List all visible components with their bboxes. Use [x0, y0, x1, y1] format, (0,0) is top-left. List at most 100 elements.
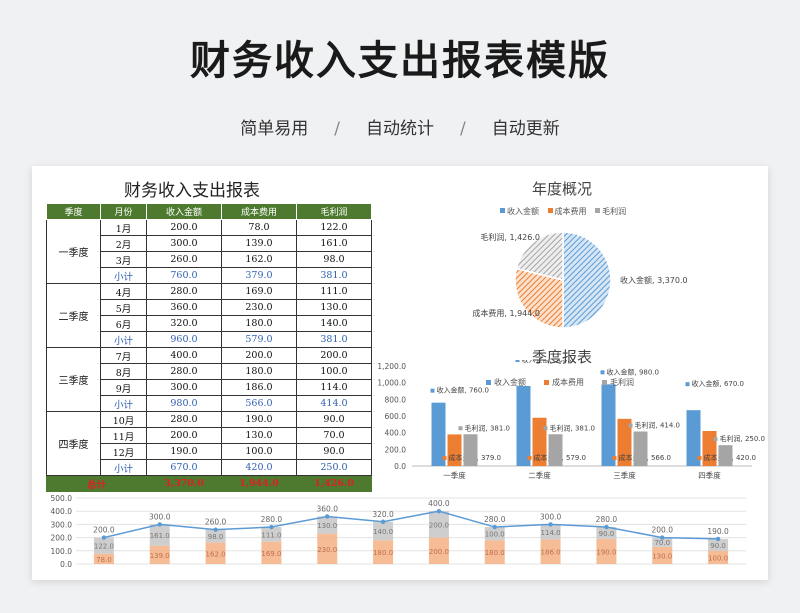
income-point — [325, 514, 330, 519]
value-cell: 180.0 — [221, 315, 297, 332]
stacked-bar-profit — [205, 529, 226, 543]
stacked-bar-cost — [261, 541, 282, 564]
bar-data-label: 收入金额, 760.0 — [437, 386, 490, 395]
value-cell: 280.0 — [146, 283, 222, 300]
data-label-marker — [685, 382, 690, 387]
value-cell: 260.0 — [146, 251, 222, 268]
value-cell: 320.0 — [146, 315, 222, 332]
month-cell: 6月 — [100, 315, 147, 332]
value-cell: 98.0 — [296, 251, 372, 268]
line-data-label: 300.0 — [540, 512, 562, 521]
total-value: 1,426.0 — [296, 475, 372, 492]
value-cell: 90.0 — [296, 411, 372, 428]
stacked-bar-profit — [373, 521, 394, 541]
bar-data-label: 90.0 — [599, 530, 615, 538]
stacked-bar-profit — [596, 527, 617, 539]
income-point — [157, 522, 162, 527]
y-tick-label: 400.0 — [51, 507, 73, 516]
bar-data-label: 毛利润, 381.0 — [465, 423, 511, 432]
value-cell: 70.0 — [296, 427, 372, 444]
value-cell: 78.0 — [221, 219, 297, 236]
y-tick-label: 600.0 — [385, 412, 407, 421]
subtitle-separator: / — [460, 119, 466, 139]
bar — [463, 434, 478, 466]
quarterly-bar-chart: 1,200.0 1,000.0 800.0 600.0 400.0 200.0 0.0 一季度… — [377, 360, 765, 480]
y-tick-label: 200.0 — [385, 445, 407, 454]
pie-slice — [515, 231, 564, 281]
header-cost: 成本费用 — [221, 203, 297, 220]
bar-data-label: 130.0 — [652, 552, 672, 560]
income-point — [213, 527, 218, 532]
month-cell: 1月 — [100, 219, 147, 236]
legend-label: 收入金额 — [507, 207, 539, 216]
value-cell: 130.0 — [296, 299, 372, 316]
subtotal-value: 381.0 — [296, 267, 372, 284]
quarter-cell: 一季度 — [46, 219, 101, 284]
table-row: 3月 260.0 162.0 98.0 — [47, 251, 372, 268]
bar-data-label: 78.0 — [96, 556, 112, 564]
income-point — [436, 509, 442, 514]
bar-data-label: 收入金额, 960.0 — [522, 360, 575, 364]
line-data-label: 190.0 — [707, 527, 729, 536]
table-row: 二季度 4月 280.0 169.0 111.0 — [46, 283, 372, 348]
bar — [548, 434, 563, 466]
pie-slice — [562, 231, 612, 329]
income-point — [101, 535, 107, 540]
income-point — [492, 524, 497, 530]
y-tick-label: 1,000.0 — [377, 379, 406, 388]
stacked-bar-profit — [149, 524, 170, 546]
subtitle-item-3: 自动更新 — [491, 119, 560, 139]
legend-swatch-income — [500, 208, 505, 213]
value-cell: 140.0 — [296, 315, 372, 332]
bar-data-label: 130.0 — [317, 522, 337, 530]
y-tick-label: 0.0 — [60, 560, 72, 569]
data-label-marker — [515, 360, 520, 362]
quarter-cell: 四季度 — [46, 411, 101, 476]
value-cell: 300.0 — [146, 235, 222, 252]
value-cell: 180.0 — [221, 363, 297, 380]
bar-data-label: 190.0 — [596, 548, 616, 556]
data-label-marker — [612, 456, 617, 460]
page-title: 财务收入支出报表模版 — [190, 38, 610, 84]
legend-label: 收入金额 — [494, 377, 526, 387]
subtotal-value: 420.0 — [221, 459, 297, 476]
value-cell: 139.0 — [221, 235, 297, 252]
pie-chart-title: 年度概况 — [531, 180, 592, 198]
bar-data-label: 186.0 — [541, 549, 561, 557]
stacked-bar-profit — [540, 524, 561, 540]
bar-data-label: 180.0 — [485, 549, 505, 557]
pie-legend: 收入金额 成本费用 毛利润 — [494, 206, 626, 217]
bar-data-label: 100.0 — [485, 531, 505, 539]
month-cell: 5月 — [100, 299, 147, 316]
subtotal-value: 379.0 — [221, 267, 297, 284]
header-quarter: 季度 — [46, 203, 101, 220]
pie-slice — [514, 267, 564, 329]
stacked-bar-profit — [652, 537, 673, 547]
month-cell: 2月 — [100, 235, 147, 252]
subtotal-value: 760.0 — [146, 267, 222, 284]
x-tick-label: 一季度 — [443, 470, 466, 480]
table-row: 6月 320.0 180.0 140.0 — [47, 315, 372, 332]
total-label: 总计 — [46, 475, 147, 492]
value-cell: 111.0 — [296, 283, 372, 300]
line-data-label: 320.0 — [372, 510, 394, 519]
value-cell: 122.0 — [296, 219, 372, 236]
stacked-bar-cost — [708, 550, 729, 564]
value-cell: 100.0 — [296, 363, 372, 380]
value-cell: 300.0 — [146, 379, 222, 396]
subtotal-value: 670.0 — [146, 459, 222, 476]
income-point — [269, 524, 274, 530]
bar — [718, 445, 733, 466]
subtotal-value: 381.0 — [296, 331, 372, 348]
value-cell: 200.0 — [296, 347, 372, 364]
subtotal-value: 579.0 — [221, 331, 297, 348]
bar-data-label: 70.0 — [654, 539, 670, 547]
bar-data-label: 100.0 — [708, 554, 728, 562]
stacked-bar-cost — [373, 540, 394, 564]
bar-data-label: 收入金额, 670.0 — [692, 379, 745, 388]
month-cell: 7月 — [100, 347, 147, 364]
value-cell: 90.0 — [296, 443, 372, 460]
y-tick-label: 400.0 — [385, 429, 407, 438]
header-month: 月份 — [100, 203, 147, 220]
bar-data-label: 200.0 — [429, 521, 449, 529]
